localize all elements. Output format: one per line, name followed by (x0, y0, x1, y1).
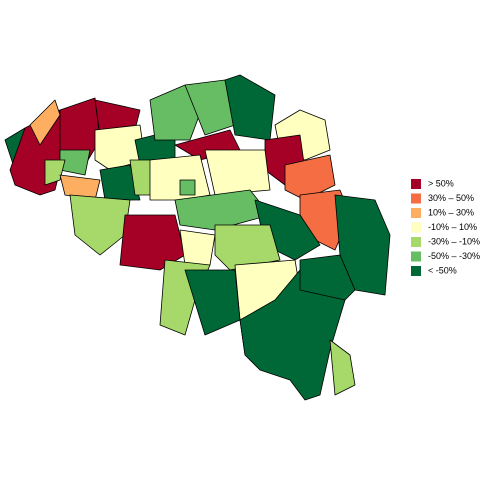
region (299, 254, 356, 301)
legend-swatch (411, 222, 421, 233)
legend-swatch (411, 266, 421, 276)
legend-swatch (411, 251, 421, 262)
legend-label: > 50% (428, 178, 454, 188)
regions (4, 74, 391, 401)
region (174, 189, 271, 231)
region (44, 159, 66, 186)
region (204, 149, 271, 196)
region (224, 74, 276, 141)
legend-swatch (411, 208, 421, 218)
region (179, 229, 216, 266)
legend-label: < -50% (428, 265, 457, 275)
region (94, 124, 146, 171)
legend-label: 30% – 50% (428, 193, 474, 203)
legend-label: -10% – 10% (428, 222, 477, 232)
region (239, 269, 346, 401)
legend-swatch (411, 237, 421, 247)
legend-swatch (411, 179, 421, 189)
legend-swatch (411, 193, 421, 204)
legend-label: 10% – 30% (428, 207, 474, 217)
region (69, 194, 131, 256)
legend: > 50% 30% – 50% 10% – 30% -10% – 10% -30% – … (411, 178, 480, 276)
region (99, 164, 141, 201)
region (329, 339, 356, 396)
legend-label: -30% – -10% (428, 236, 480, 246)
region (179, 179, 196, 196)
legend-label: -50% – -30% (428, 251, 480, 261)
